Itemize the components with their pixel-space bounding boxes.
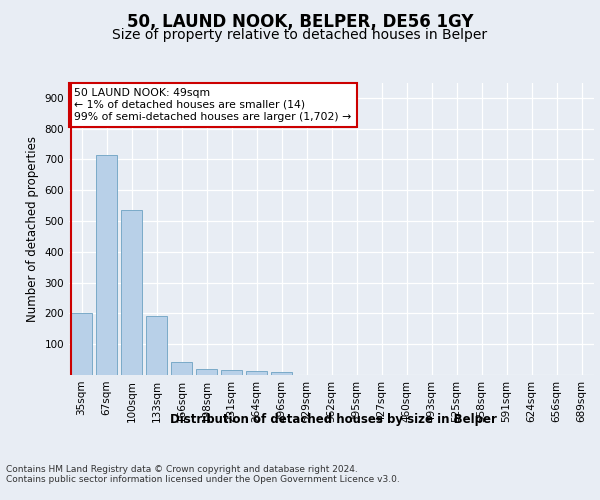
Text: Contains HM Land Registry data © Crown copyright and database right 2024.
Contai: Contains HM Land Registry data © Crown c… <box>6 465 400 484</box>
Bar <box>96 155 117 375</box>
Bar <box>71 314 92 375</box>
Bar <box>246 371 267 375</box>
Bar <box>121 210 142 375</box>
Y-axis label: Number of detached properties: Number of detached properties <box>26 136 39 322</box>
Text: Size of property relative to detached houses in Belper: Size of property relative to detached ho… <box>112 28 488 42</box>
Bar <box>271 372 292 375</box>
Text: 50 LAUND NOOK: 49sqm
← 1% of detached houses are smaller (14)
99% of semi-detach: 50 LAUND NOOK: 49sqm ← 1% of detached ho… <box>74 88 352 122</box>
Text: 50, LAUND NOOK, BELPER, DE56 1GY: 50, LAUND NOOK, BELPER, DE56 1GY <box>127 12 473 30</box>
Bar <box>221 370 242 375</box>
Bar <box>196 369 217 375</box>
Text: Distribution of detached houses by size in Belper: Distribution of detached houses by size … <box>170 412 496 426</box>
Bar <box>146 316 167 375</box>
Bar <box>171 362 192 375</box>
